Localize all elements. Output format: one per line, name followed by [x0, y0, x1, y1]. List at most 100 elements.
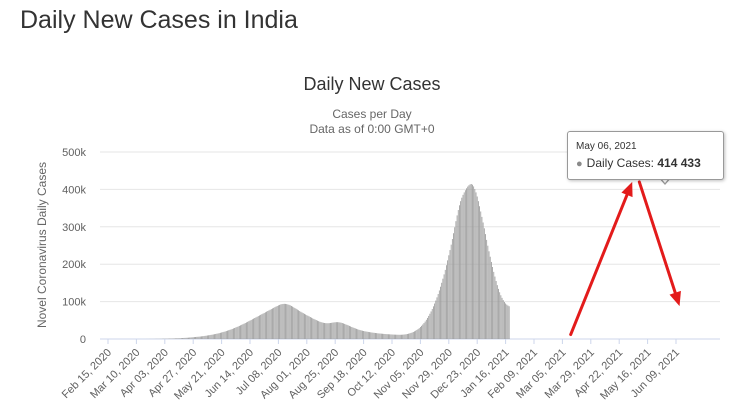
data-bar	[415, 331, 416, 339]
data-bar	[329, 323, 330, 339]
data-bar	[483, 223, 484, 340]
data-bar	[508, 306, 509, 339]
data-bar	[238, 326, 239, 339]
data-bar	[349, 326, 350, 339]
data-bar	[441, 283, 442, 339]
data-bar	[368, 332, 369, 339]
data-bar	[461, 198, 462, 339]
data-bar	[355, 328, 356, 339]
data-bar	[401, 335, 402, 339]
data-bar	[312, 318, 313, 339]
data-bar	[374, 333, 375, 339]
data-bar	[330, 323, 331, 339]
data-bar	[406, 334, 407, 339]
data-bar	[306, 315, 307, 339]
data-bar	[304, 314, 305, 339]
data-bar	[242, 324, 243, 339]
data-bar	[241, 325, 242, 339]
data-bar	[476, 192, 477, 339]
data-bar	[418, 329, 419, 339]
data-bar	[198, 337, 199, 339]
data-bar	[286, 304, 287, 339]
data-bar	[282, 304, 283, 339]
data-bar	[421, 326, 422, 339]
data-bar	[315, 320, 316, 339]
data-bar	[447, 260, 448, 339]
data-bar	[448, 255, 449, 339]
data-bar	[302, 312, 303, 339]
tooltip-row: ●Daily Cases: 414 433	[576, 156, 701, 170]
data-bar	[432, 309, 433, 339]
data-bar	[313, 319, 314, 339]
data-bar	[495, 277, 496, 339]
data-bar	[503, 300, 504, 339]
data-bar	[377, 333, 378, 339]
tooltip-date: May 06, 2021	[576, 141, 637, 152]
data-bar	[319, 322, 320, 339]
data-bar	[425, 322, 426, 339]
data-bar	[205, 336, 206, 339]
data-bar	[370, 332, 371, 339]
data-bar	[412, 332, 413, 339]
data-bar	[341, 323, 342, 339]
data-bar	[251, 320, 252, 339]
data-bar	[453, 233, 454, 339]
data-bar	[424, 323, 425, 339]
data-bar	[254, 318, 255, 339]
data-bar	[240, 325, 241, 339]
data-bar	[356, 329, 357, 339]
data-bar	[303, 313, 304, 339]
data-bar	[489, 251, 490, 339]
data-bar	[429, 314, 430, 339]
data-bar	[305, 315, 306, 340]
data-bar	[478, 201, 479, 339]
data-bar	[470, 184, 471, 339]
data-bar	[450, 250, 451, 339]
data-bar	[467, 187, 468, 339]
data-bar	[287, 304, 288, 339]
data-bar	[298, 310, 299, 339]
data-bar	[180, 338, 181, 339]
data-bar	[309, 316, 310, 339]
data-bar	[408, 334, 409, 339]
data-bar	[396, 335, 397, 339]
data-bar	[479, 206, 480, 339]
data-bar	[174, 338, 175, 339]
data-bar	[484, 228, 485, 339]
grid-lines	[100, 152, 720, 339]
data-bar	[228, 330, 229, 339]
data-bar	[393, 335, 394, 339]
data-bar	[234, 328, 235, 339]
data-bar	[181, 338, 182, 339]
data-bar	[334, 322, 335, 339]
y-tick-label: 400k	[62, 184, 86, 196]
data-bar	[414, 331, 415, 339]
data-bar	[202, 336, 203, 339]
data-bar	[460, 201, 461, 339]
data-bar	[498, 289, 499, 339]
data-bar	[218, 333, 219, 339]
data-bar	[173, 338, 174, 339]
data-bar	[266, 312, 267, 339]
data-bar	[335, 322, 336, 339]
data-bar	[376, 333, 377, 339]
data-bar	[245, 323, 246, 339]
data-bar	[196, 337, 197, 339]
data-bar	[367, 332, 368, 339]
data-bar	[409, 333, 410, 339]
data-bar	[471, 184, 472, 339]
data-bar	[452, 239, 453, 339]
data-bar	[272, 308, 273, 339]
data-bar	[219, 333, 220, 339]
data-bar	[445, 270, 446, 339]
data-bar	[324, 323, 325, 339]
data-bar	[416, 330, 417, 339]
chart-subtitle-line1: Cases per Day	[332, 107, 411, 121]
data-bar	[464, 192, 465, 339]
data-bar	[208, 335, 209, 339]
data-bar	[296, 309, 297, 339]
data-bar	[413, 332, 414, 339]
data-bar	[497, 285, 498, 339]
